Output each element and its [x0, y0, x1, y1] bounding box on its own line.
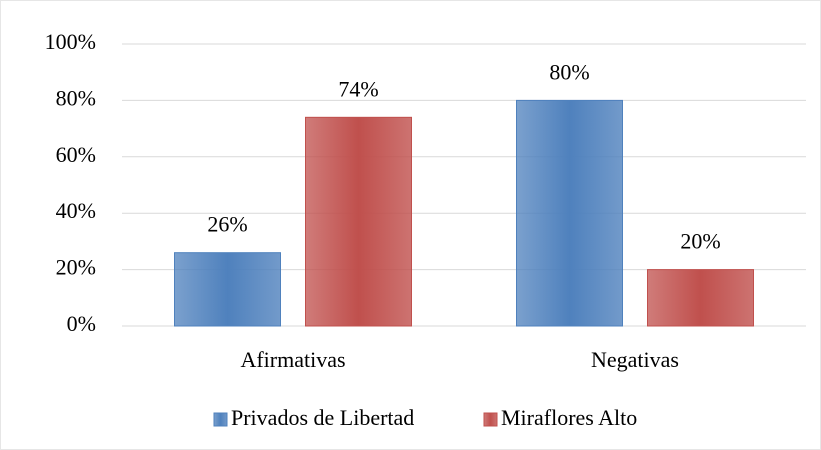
y-tick-label: 40%: [56, 198, 96, 223]
x-tick-label: Afirmativas: [240, 347, 345, 372]
y-tick-label: 20%: [56, 255, 96, 280]
y-tick-label: 100%: [45, 29, 96, 54]
y-tick-label: 80%: [56, 85, 96, 110]
y-tick-label: 60%: [56, 142, 96, 167]
data-label: 74%: [338, 76, 378, 101]
legend-label: Privados de Libertad: [231, 405, 414, 430]
data-label: 80%: [549, 59, 589, 84]
bar: [305, 116, 412, 327]
y-tick-label: 0%: [67, 311, 96, 336]
bar: [647, 269, 754, 327]
bar: [174, 252, 281, 327]
x-tick-label: Negativas: [591, 347, 679, 372]
legend-swatch: [483, 412, 498, 427]
data-label: 26%: [207, 212, 247, 237]
legend-label: Miraflores Alto: [501, 405, 637, 430]
legend-swatch: [213, 412, 228, 427]
bar: [516, 99, 623, 327]
data-label: 20%: [680, 229, 720, 254]
